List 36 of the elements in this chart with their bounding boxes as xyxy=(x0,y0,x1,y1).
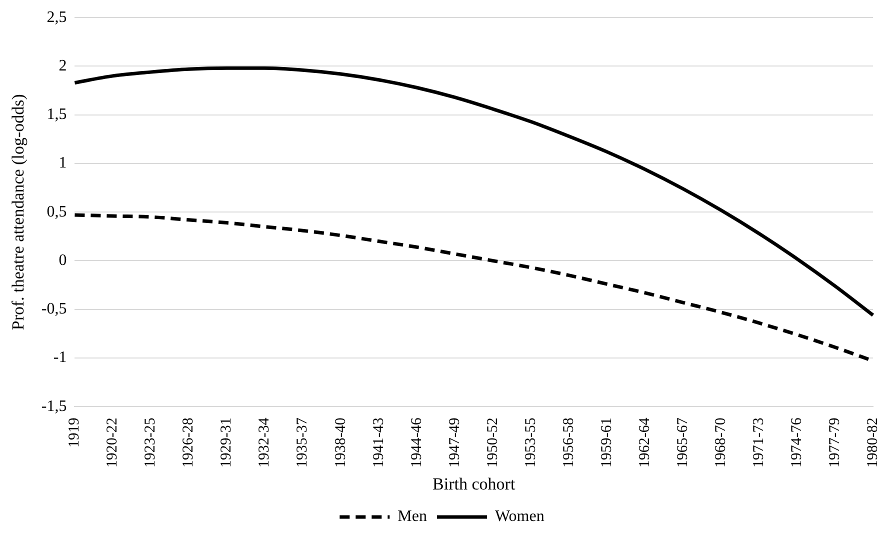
y-tick-label: 1,5 xyxy=(46,106,67,124)
y-tick-label: 2 xyxy=(58,57,67,74)
legend-label: Women xyxy=(494,508,544,526)
x-tick-label: 1971-73 xyxy=(750,418,767,468)
x-tick-label: 1932-34 xyxy=(256,417,273,468)
legend-label: Men xyxy=(398,508,427,526)
y-tick-label: -0,5 xyxy=(41,300,67,318)
x-tick-label: 1929-31 xyxy=(218,418,235,468)
x-tick-label: 1962-64 xyxy=(636,417,653,468)
x-axis-title: Birth cohort xyxy=(432,474,516,494)
x-tick-label: 1938-40 xyxy=(332,418,349,468)
y-tick-label: 0 xyxy=(58,252,67,269)
x-tick-label: 1980-82 xyxy=(864,418,881,468)
x-tick-label: 1941-43 xyxy=(370,418,387,468)
x-tick-label: 1950-52 xyxy=(484,418,501,468)
x-tick-label: 1977-79 xyxy=(826,418,843,468)
y-tick-label: 1 xyxy=(58,154,67,172)
x-tick-label: 1974-76 xyxy=(788,417,805,468)
x-tick-label: 1965-67 xyxy=(674,417,691,468)
y-axis-title: Prof. theatre attendance (log-odds) xyxy=(8,94,28,330)
x-tick-label: 1935-37 xyxy=(294,417,311,468)
x-tick-label: 1956-58 xyxy=(560,418,577,468)
line-series xyxy=(72,66,875,317)
x-tick-label: 1926-28 xyxy=(180,418,197,468)
x-tick-label: 1959-61 xyxy=(598,418,615,468)
y-tick-label: 2,5 xyxy=(46,8,67,26)
x-tick-label: 1953-55 xyxy=(522,418,539,468)
x-tick-label: 1920-22 xyxy=(104,418,121,468)
x-tick-label: 1923-25 xyxy=(142,418,159,468)
y-tick-label: 0,5 xyxy=(46,203,67,220)
x-tick-label: 1968-70 xyxy=(712,418,729,468)
y-tick-label: -1 xyxy=(53,349,67,366)
y-tick-label: -1,5 xyxy=(41,398,67,415)
x-tick-label: 1947-49 xyxy=(446,418,463,468)
x-tick-label: 1919 xyxy=(66,418,83,448)
x-tick-label: 1944-46 xyxy=(408,417,425,468)
